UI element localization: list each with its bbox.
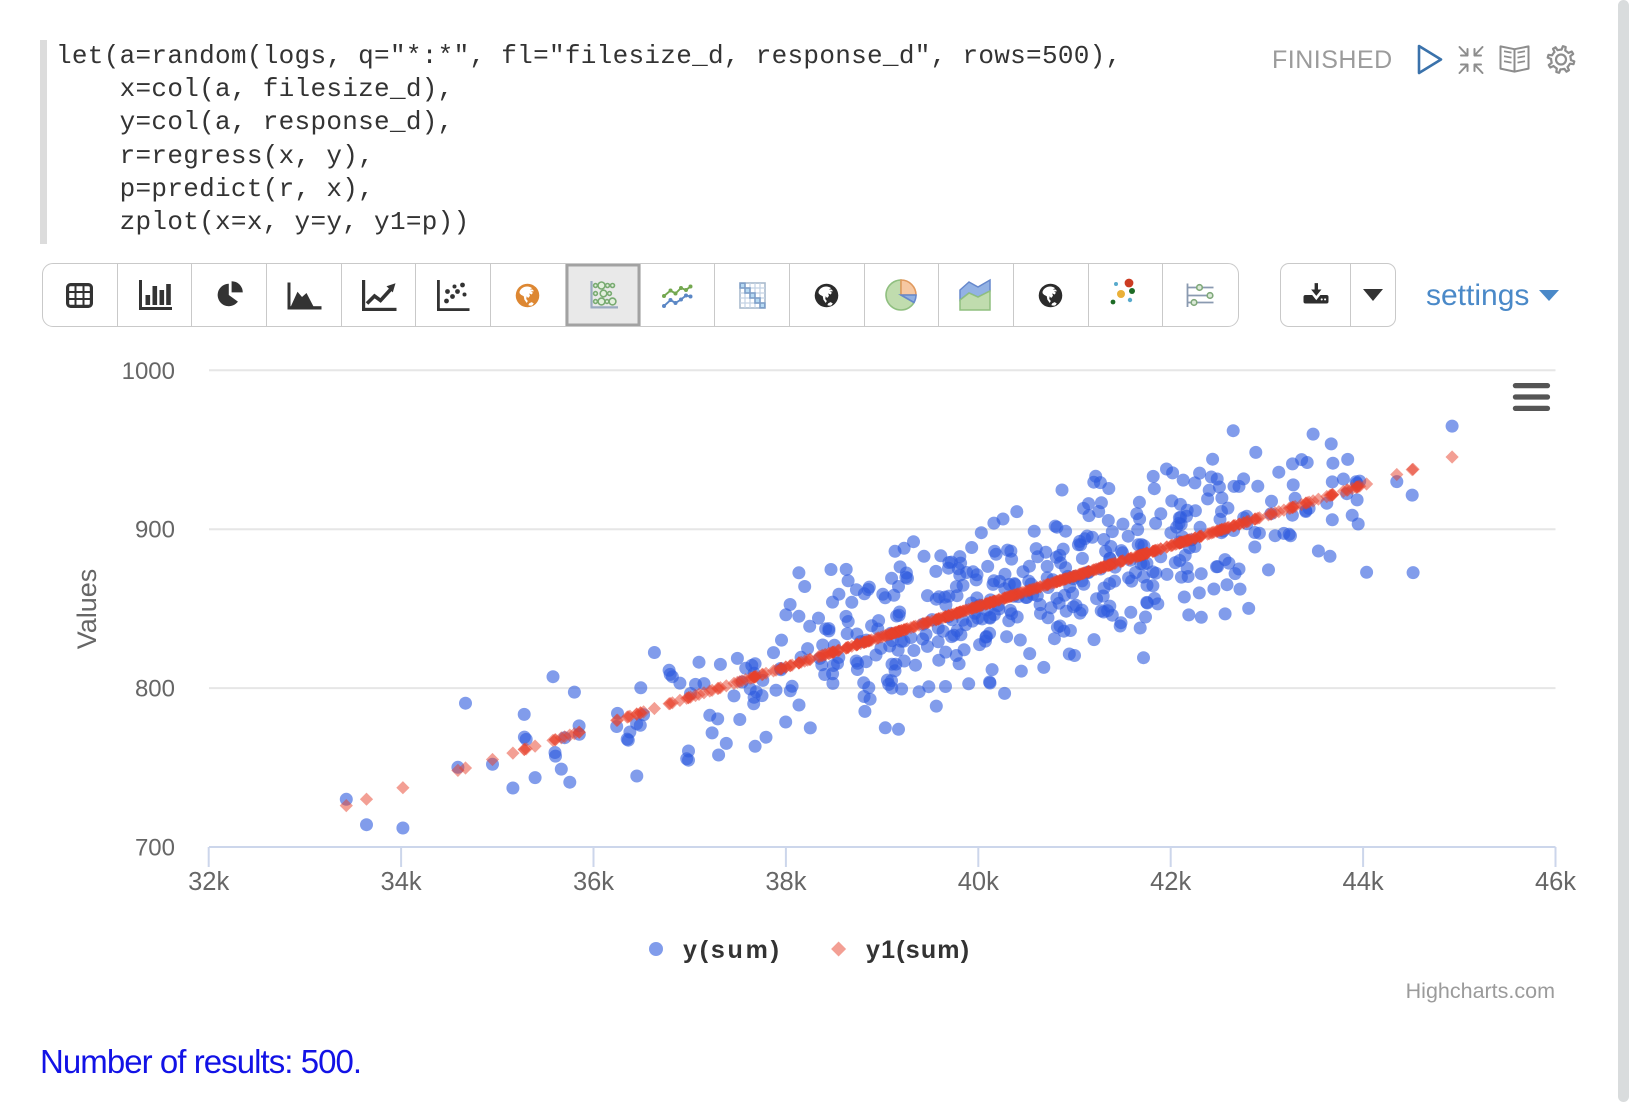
svg-text:700: 700 (135, 835, 175, 862)
svg-text:1000: 1000 (122, 358, 175, 385)
svg-text:y1(sum): y1(sum) (866, 936, 970, 964)
svg-text:32k: 32k (188, 868, 229, 896)
svg-text:Highcharts.com: Highcharts.com (1406, 979, 1555, 1003)
svg-text:34k: 34k (381, 868, 422, 896)
svg-text:900: 900 (135, 517, 175, 544)
svg-text:40k: 40k (958, 868, 999, 896)
svg-text:800: 800 (135, 676, 175, 703)
svg-text:42k: 42k (1150, 868, 1191, 896)
svg-text:44k: 44k (1343, 868, 1384, 896)
svg-text:Values: Values (72, 569, 102, 650)
svg-text:46k: 46k (1535, 868, 1576, 896)
svg-text:38k: 38k (765, 868, 806, 896)
svg-text:y(sum): y(sum) (683, 936, 782, 964)
svg-text:36k: 36k (573, 868, 614, 896)
